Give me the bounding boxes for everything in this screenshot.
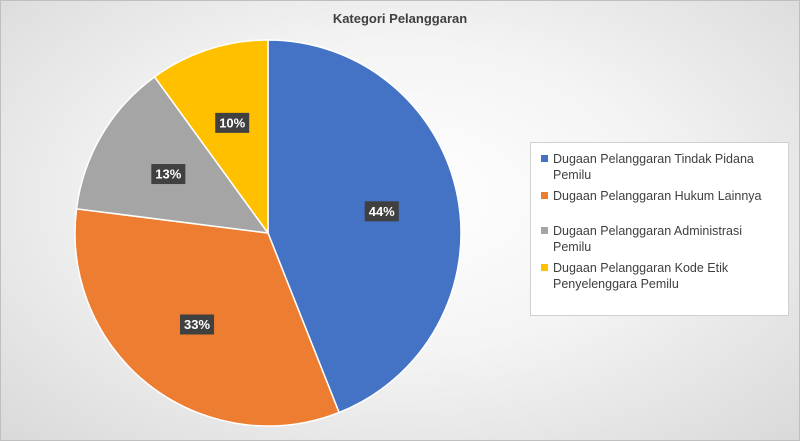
data-label-box <box>364 201 399 222</box>
data-label-text: 44% <box>369 204 395 219</box>
data-label-text: 33% <box>184 317 210 332</box>
data-label-box <box>180 314 215 335</box>
pie-slice-dugaan-pelanggaran-administrasi-pemilu <box>75 75 270 234</box>
legend-swatch <box>541 264 548 271</box>
legend-item-hukum-lainnya: Dugaan Pelanggaran Hukum Lainnya <box>541 188 780 204</box>
data-label-dugaan-pelanggaran-administrasi-pemilu: 13% <box>151 164 186 185</box>
legend-label: Dugaan Pelanggaran Kode Etik Penyelengga… <box>553 261 729 291</box>
legend-swatch <box>541 155 548 162</box>
chart-title: Kategori Pelanggaran <box>332 11 468 26</box>
data-label-text: 13% <box>155 167 181 182</box>
pie-slice-dugaan-pelanggaran-kode-etik-penyelenggara-pemilu <box>153 39 269 236</box>
data-label-box <box>151 164 186 185</box>
legend: Dugaan Pelanggaran Tindak Pidana Pemilu … <box>530 142 789 316</box>
legend-swatch <box>541 227 548 234</box>
data-label-dugaan-pelanggaran-kode-etik-penyelenggara-pemilu: 10% <box>215 112 250 133</box>
data-label-dugaan-pelanggaran-hukum-lainnya: 33% <box>180 314 215 335</box>
data-label-box <box>215 112 250 133</box>
legend-label: Dugaan Pelanggaran Hukum Lainnya <box>553 189 762 203</box>
legend-label: Dugaan Pelanggaran Administrasi Pemilu <box>553 224 743 254</box>
legend-swatch <box>541 192 548 199</box>
legend-item-administrasi: Dugaan Pelanggaran Administrasi Pemilu <box>541 223 780 255</box>
legend-label: Dugaan Pelanggaran Tindak Pidana Pemilu <box>553 152 754 182</box>
data-label-dugaan-pelanggaran-tindak-pidana-pemilu: 44% <box>364 201 399 222</box>
legend-item-kode-etik: Dugaan Pelanggaran Kode Etik Penyelengga… <box>541 260 780 292</box>
legend-item-tindak-pidana: Dugaan Pelanggaran Tindak Pidana Pemilu <box>541 151 780 183</box>
pie-slice-dugaan-pelanggaran-tindak-pidana-pemilu <box>267 39 462 414</box>
data-label-text: 10% <box>219 115 245 130</box>
